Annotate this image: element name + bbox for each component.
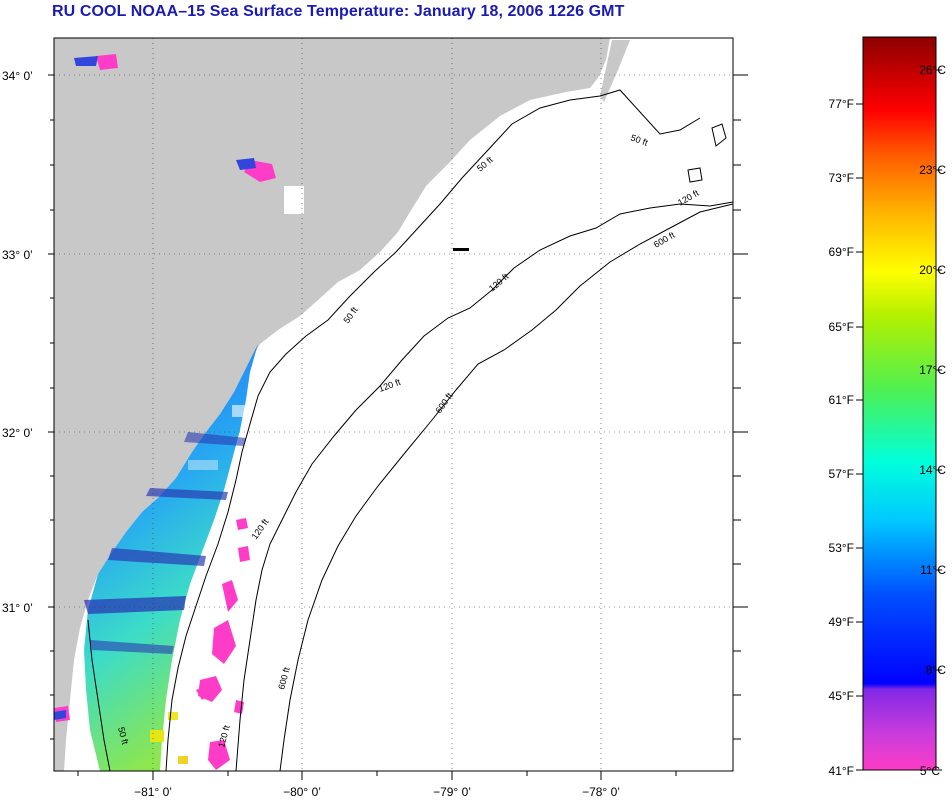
contour-50ft <box>165 89 701 771</box>
barrier-island <box>600 40 630 102</box>
colorbar-fahrenheit-labels: 77°F 73°F 69°F 65°F 61°F 57°F 53°F 49°F … <box>829 97 854 778</box>
data-mark <box>453 248 469 251</box>
graticule <box>54 38 733 771</box>
sst-satellite-swath <box>84 344 258 771</box>
celsius-label: 8°C <box>926 663 946 677</box>
contour-island <box>711 123 727 147</box>
contour-label: 50 ft <box>116 726 130 746</box>
fahrenheit-label: 53°F <box>829 541 854 555</box>
celsius-label: 17°C <box>919 363 946 377</box>
colorbar-ticks <box>856 69 942 771</box>
colorbar: 77°F 73°F 69°F 65°F 61°F 57°F 53°F 49°F … <box>829 36 946 778</box>
lon-label: −81° 0’ <box>134 785 172 799</box>
fahrenheit-label: 61°F <box>829 393 854 407</box>
fahrenheit-label: 45°F <box>829 689 854 703</box>
sst-cool-blue-patches <box>54 56 256 720</box>
lat-label: 31° 0’ <box>2 601 33 615</box>
lon-label: −79° 0’ <box>433 785 471 799</box>
lat-label: 32° 0’ <box>2 426 33 440</box>
celsius-label: 5°C <box>920 764 940 778</box>
map-ticks <box>48 74 748 780</box>
colorbar-gradient <box>862 36 937 771</box>
fahrenheit-label: 49°F <box>829 615 854 629</box>
lat-label: 33° 0’ <box>2 248 33 262</box>
fahrenheit-label: 65°F <box>829 320 854 334</box>
chart-title: RU COOL NOAA–15 Sea Surface Temperature:… <box>52 3 625 20</box>
map-plot-area: 50 ft 50 ft 120 ft 120 ft 600 ft 50 ft 1… <box>54 38 733 771</box>
longitude-labels: −81° 0’ −80° 0’ −79° 0’ −78° 0’ <box>134 785 620 799</box>
colorbar-celsius-labels: 26°C 23°C 20°C 17°C 14°C 11°C 8°C 5°C <box>919 63 946 778</box>
fahrenheit-label: 57°F <box>829 467 854 481</box>
sst-cold-patches <box>54 54 276 770</box>
cloud-gap <box>284 186 304 214</box>
lon-label: −78° 0’ <box>582 785 620 799</box>
celsius-label: 26°C <box>919 63 946 77</box>
fahrenheit-label: 77°F <box>829 97 854 111</box>
celsius-label: 20°C <box>919 263 946 277</box>
fahrenheit-label: 73°F <box>829 171 854 185</box>
celsius-label: 14°C <box>919 463 946 477</box>
contour-600ft <box>279 203 733 771</box>
celsius-label: 11°C <box>920 563 946 577</box>
land-area <box>54 38 610 771</box>
latitude-labels: 34° 0’ 33° 0’ 32° 0’ 31° 0’ <box>2 69 33 615</box>
contour-island-2 <box>687 167 703 183</box>
fahrenheit-label: 69°F <box>829 245 854 259</box>
contour-120ft <box>235 201 733 771</box>
lon-label: −80° 0’ <box>283 785 321 799</box>
celsius-label: 23°C <box>919 163 946 177</box>
fahrenheit-label: 41°F <box>829 764 854 778</box>
bathymetry-contours <box>87 89 733 771</box>
contour-50ft-inner <box>87 619 111 771</box>
lat-label: 34° 0’ <box>2 69 33 83</box>
map-frame <box>53 37 734 772</box>
